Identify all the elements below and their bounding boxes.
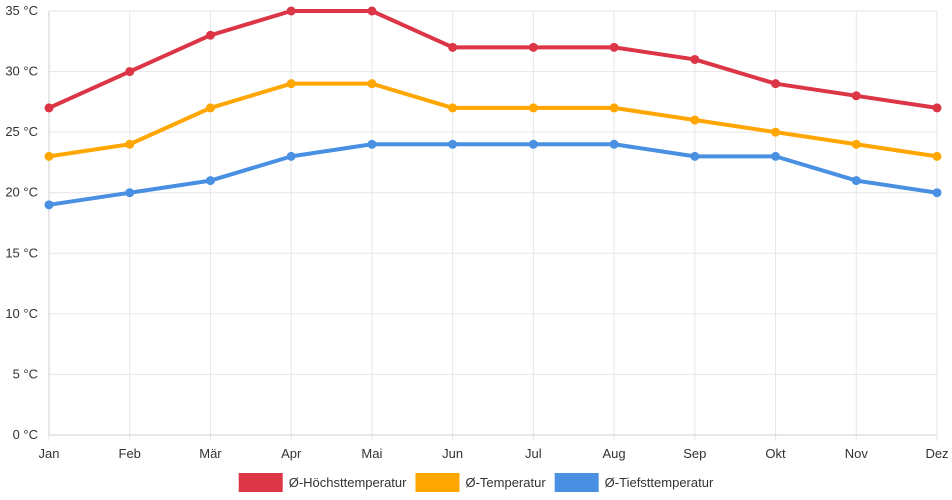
legend: Ø-Höchsttemperatur Ø-Temperatur Ø-Tiefstte… [238, 473, 714, 492]
data-point [448, 103, 458, 113]
data-point [367, 6, 377, 16]
y-tick-label: 0 °C [13, 427, 38, 442]
data-point [448, 139, 458, 149]
data-point [528, 139, 538, 149]
data-point [448, 42, 458, 52]
y-tick-label: 30 °C [5, 64, 38, 79]
x-tick-label: Jun [442, 446, 463, 461]
data-point [205, 103, 215, 113]
legend-swatch [554, 473, 599, 492]
axes: 0 °C 5 °C 10 °C 15 °C 20 °C 25 °C 30 °C 35 °C Ja… [5, 3, 948, 461]
legend-label: Ø-Tiefsttemperatur [605, 475, 714, 490]
data-point [690, 151, 700, 161]
legend-swatch [238, 473, 283, 492]
grid [48, 10, 938, 441]
data-point [44, 103, 54, 113]
data-point [851, 139, 861, 149]
y-tick-label: 15 °C [5, 245, 38, 260]
x-tick-label: Jul [525, 446, 542, 461]
legend-label: Ø-Temperatur [465, 475, 546, 490]
x-tick-label: Feb [119, 446, 141, 461]
data-point [367, 79, 377, 89]
data-point [851, 91, 861, 101]
data-point [771, 127, 781, 137]
data-point [125, 139, 135, 149]
data-point [932, 188, 942, 198]
x-tick-label: Sep [683, 446, 706, 461]
x-tick-label: Nov [845, 446, 869, 461]
data-point [609, 139, 619, 149]
legend-item: Ø-Temperatur [415, 473, 546, 492]
data-point [44, 151, 54, 161]
y-tick-label: 35 °C [5, 3, 38, 18]
x-tick-label: Okt [765, 446, 786, 461]
y-tick-label: 25 °C [5, 124, 38, 139]
x-tick-label: Dez [925, 446, 948, 461]
data-point [528, 103, 538, 113]
series-line-2 [47, 81, 939, 159]
x-tick-label: Apr [281, 446, 302, 461]
data-point [771, 79, 781, 89]
legend-item: Ø-Tiefsttemperatur [554, 473, 714, 492]
data-point [528, 42, 538, 52]
data-point [609, 42, 619, 52]
data-point [286, 79, 296, 89]
data-point [851, 176, 861, 186]
data-point [690, 54, 700, 64]
series-lines [44, 6, 942, 210]
data-point [125, 67, 135, 77]
data-point [286, 151, 296, 161]
x-tick-label: Jan [39, 446, 60, 461]
data-point [609, 103, 619, 113]
data-point [125, 188, 135, 198]
series-line-3 [47, 142, 939, 207]
x-tick-label: Mai [361, 446, 382, 461]
data-point [205, 176, 215, 186]
data-point [205, 30, 215, 40]
data-point [932, 151, 942, 161]
legend-swatch [415, 473, 460, 492]
legend-item: Ø-Höchsttemperatur [238, 473, 407, 492]
data-point [367, 139, 377, 149]
data-point [286, 6, 296, 16]
data-point [932, 103, 942, 113]
x-tick-label: Mär [199, 446, 222, 461]
x-tick-label: Aug [603, 446, 626, 461]
series-line-1 [47, 9, 939, 110]
data-point [690, 115, 700, 125]
y-tick-label: 10 °C [5, 306, 38, 321]
legend-label: Ø-Höchsttemperatur [289, 475, 407, 490]
data-point [771, 151, 781, 161]
y-tick-label: 20 °C [5, 185, 38, 200]
y-tick-label: 5 °C [13, 366, 38, 381]
data-point [44, 200, 54, 210]
